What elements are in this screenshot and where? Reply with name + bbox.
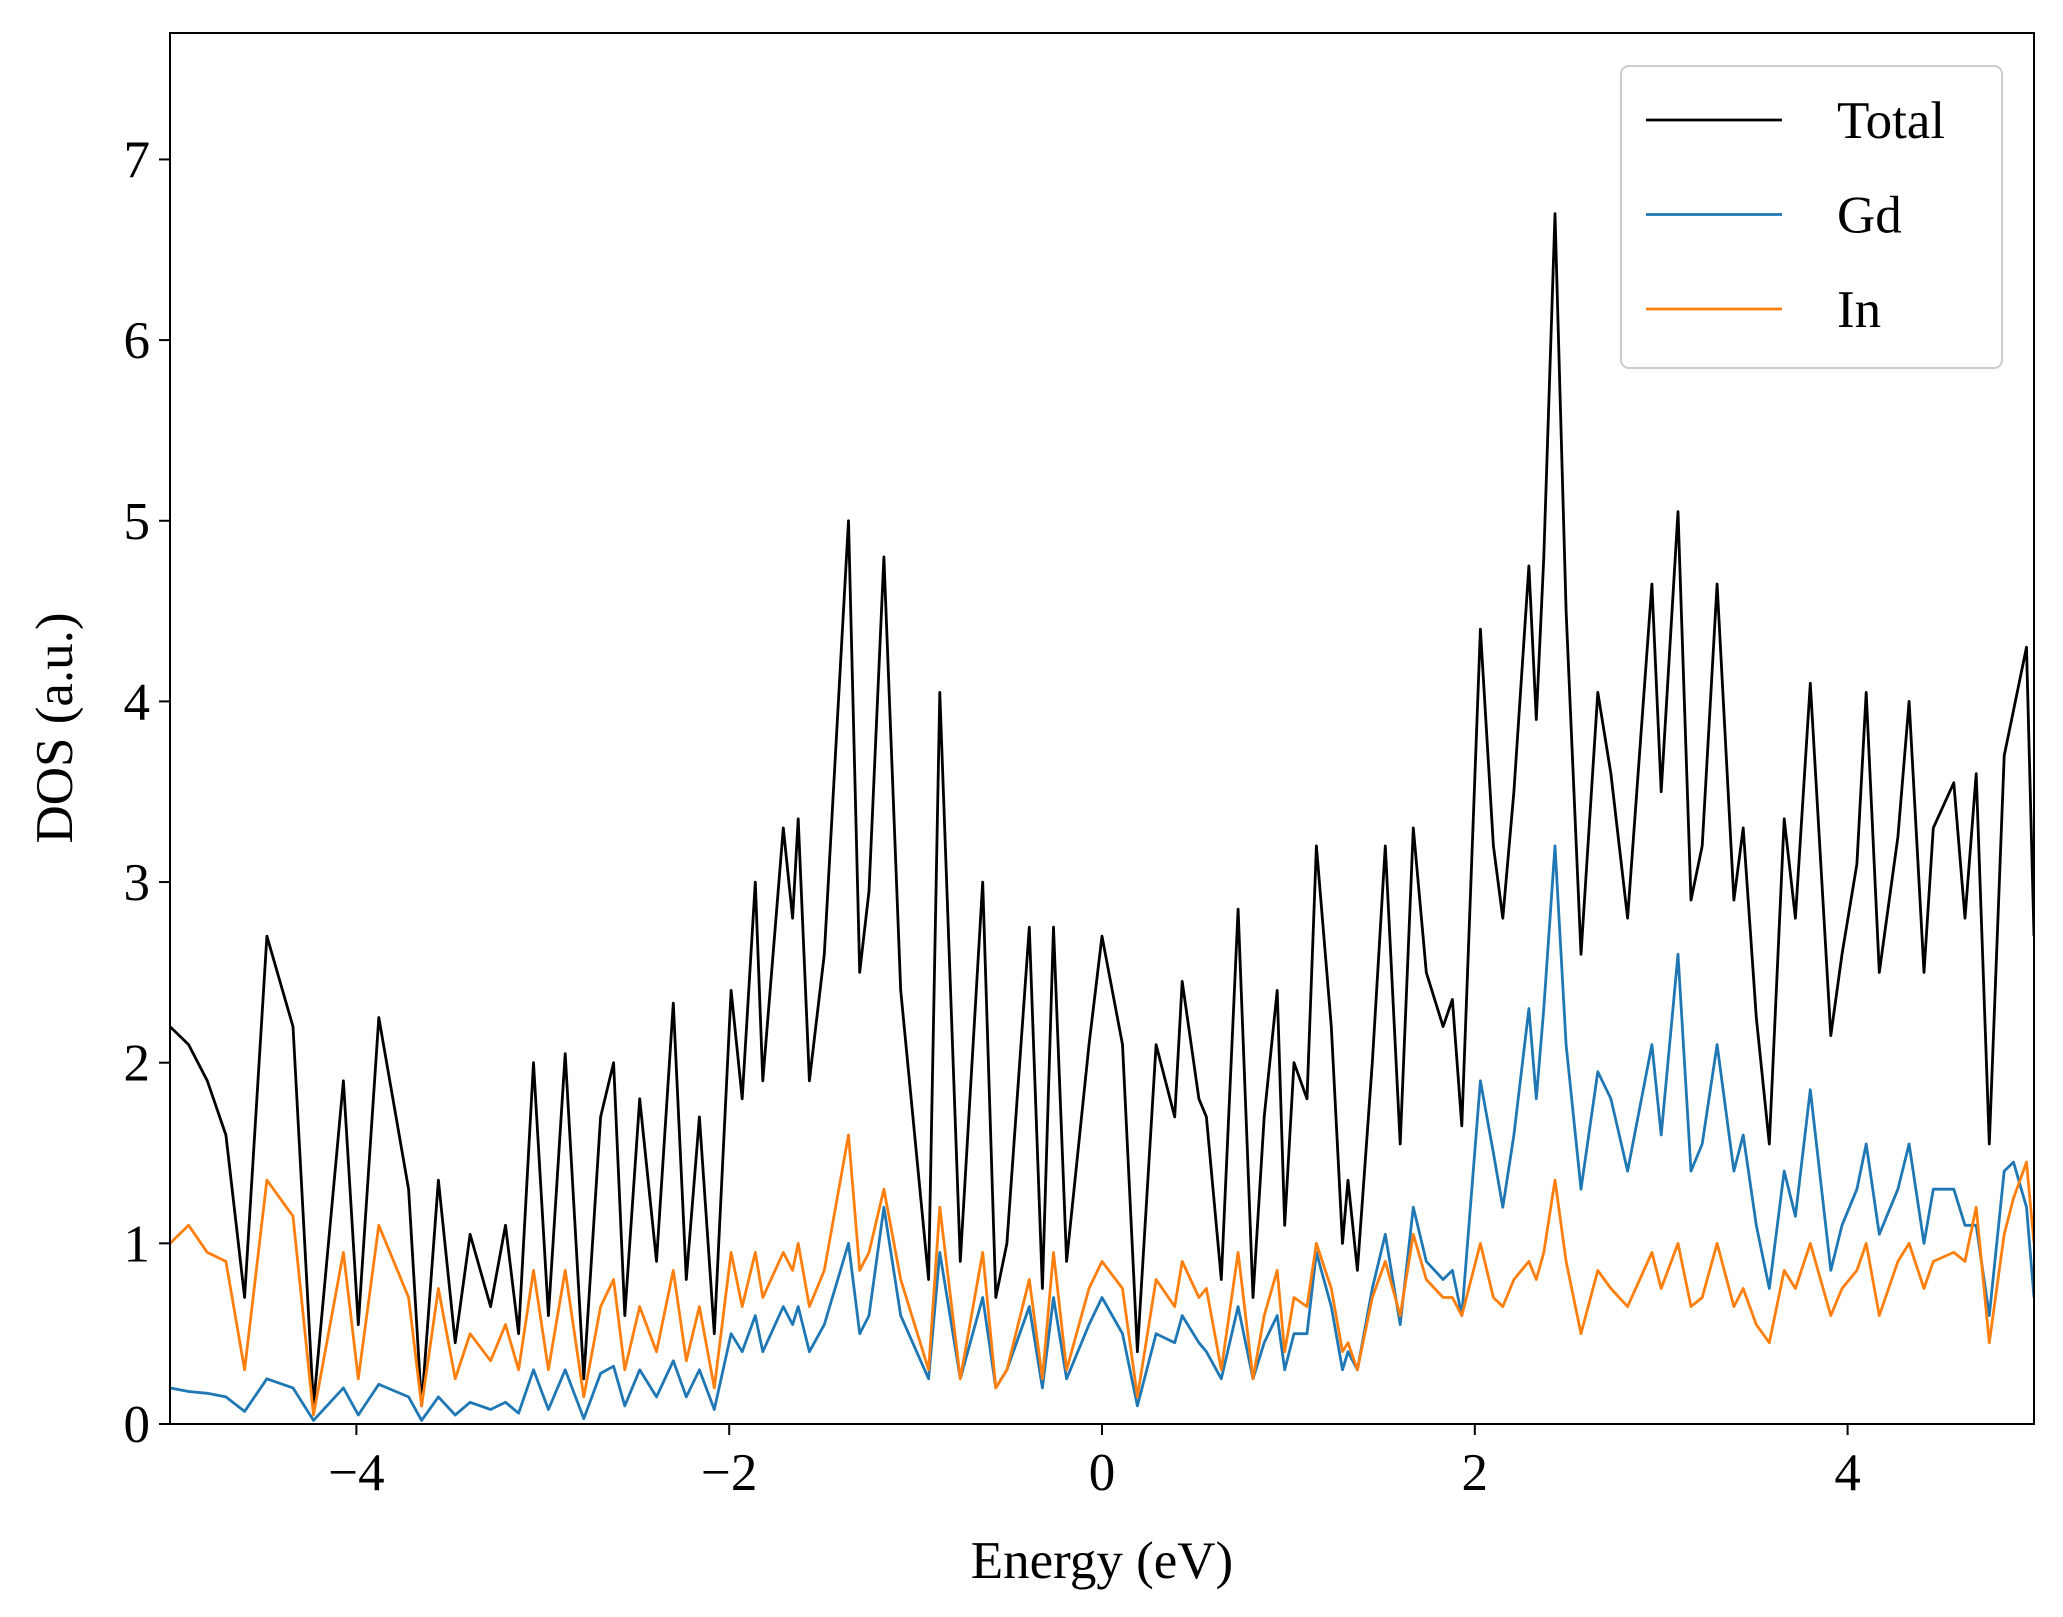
x-axis-label: Energy (eV) xyxy=(971,1532,1233,1590)
x-tick-label: 2 xyxy=(1462,1444,1489,1502)
y-tick-label: 7 xyxy=(124,131,151,189)
x-tick-label: −2 xyxy=(701,1444,757,1502)
legend-label: Total xyxy=(1837,92,1945,150)
legend-label: In xyxy=(1837,281,1881,339)
x-tick-label: −4 xyxy=(328,1444,384,1502)
line-series xyxy=(170,844,2034,1422)
y-tick-label: 0 xyxy=(124,1396,151,1454)
legend-box xyxy=(1620,65,2003,369)
y-tick-label: 2 xyxy=(124,1035,151,1093)
y-tick-label: 3 xyxy=(124,854,151,912)
y-tick-label: 4 xyxy=(124,673,151,731)
line-series xyxy=(170,1133,2034,1417)
plot-frame xyxy=(169,32,2035,1425)
line-series xyxy=(170,212,2034,1408)
y-tick-label: 1 xyxy=(124,1215,151,1273)
x-tick-label: 4 xyxy=(1834,1444,1861,1502)
x-tick-label: 0 xyxy=(1089,1444,1116,1502)
legend-label: Gd xyxy=(1837,187,1902,245)
y-tick-label: 6 xyxy=(124,312,151,370)
y-axis-label: DOS (a.u.) xyxy=(26,612,84,843)
y-tick-label: 5 xyxy=(124,493,151,551)
